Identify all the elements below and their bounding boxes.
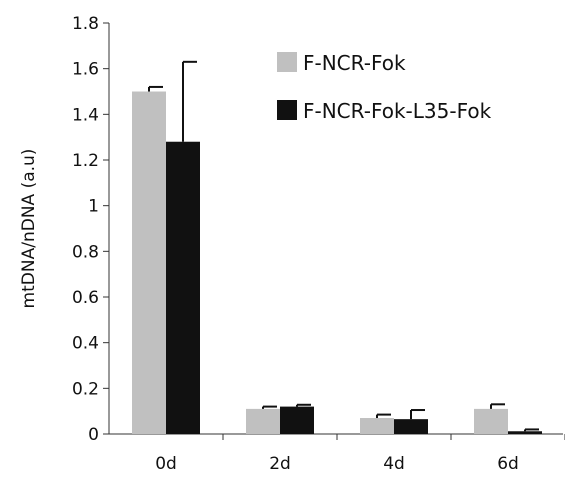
labels-layer: 0 0.2 0.4 0.6 0.8 1 1.2 1.4 1.6 1.8 0d 2d 4d 6d mtDNA/… xyxy=(19,14,519,474)
bar xyxy=(246,408,280,434)
y-tick-label: 0.8 xyxy=(72,242,99,262)
y-tick-label: 1.8 xyxy=(72,14,99,34)
y-tick-label: 0.4 xyxy=(72,334,99,354)
legend-swatch xyxy=(277,52,297,72)
legend-swatch xyxy=(277,100,297,120)
legend-label: F-NCR-Fok-L35-Fok xyxy=(303,99,492,123)
legend-label: F-NCR-Fok xyxy=(303,51,406,75)
y-tick-label: 1.2 xyxy=(72,151,99,171)
x-tick-label: 0d xyxy=(155,454,177,474)
x-tick-label: 2d xyxy=(269,454,291,474)
bar xyxy=(394,419,428,434)
bar xyxy=(280,406,314,434)
bars-layer xyxy=(132,91,542,434)
y-tick-label: 1.6 xyxy=(72,60,99,80)
legend: F-NCR-Fok F-NCR-Fok-L35-Fok xyxy=(277,51,492,123)
bar xyxy=(166,141,200,434)
error-bars-layer xyxy=(148,60,539,432)
y-tick-label: 1 xyxy=(88,197,99,217)
x-tick-label: 4d xyxy=(383,454,405,474)
y-tick-label: 0 xyxy=(88,425,99,445)
y-tick-label: 1.4 xyxy=(72,105,99,125)
bar xyxy=(508,431,542,434)
y-tick-label: 0.6 xyxy=(72,288,99,308)
bar xyxy=(132,91,166,434)
bar xyxy=(474,408,508,434)
y-tick-label: 0.2 xyxy=(72,379,99,399)
y-axis-title: mtDNA/nDNA (a.u) xyxy=(19,149,39,309)
x-tick-label: 6d xyxy=(497,454,519,474)
bar xyxy=(360,418,394,434)
